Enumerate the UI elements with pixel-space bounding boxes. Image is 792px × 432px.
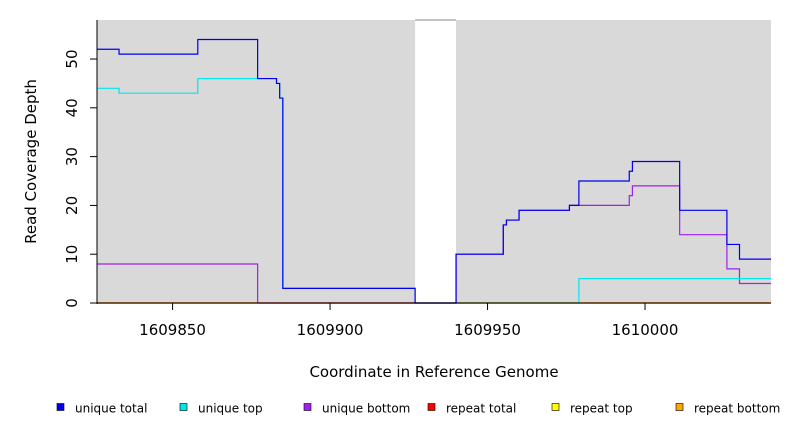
legend-label: repeat total: [446, 402, 516, 416]
y-tick-label: 0: [63, 298, 81, 308]
legend-swatch-unique-top: [179, 403, 188, 411]
legend-swatch-unique-bottom: [303, 403, 312, 411]
legend-label: unique top: [198, 402, 263, 416]
shaded-regions: [97, 19, 771, 303]
y-axis-title: Read Coverage Depth: [22, 79, 40, 244]
y-tick-label: 40: [63, 98, 81, 117]
y-tick-label: 30: [63, 147, 81, 166]
legend-label: repeat bottom: [694, 402, 780, 416]
x-axis-title: Coordinate in Reference Genome: [309, 363, 558, 381]
legend-swatch-repeat-bottom: [675, 403, 684, 411]
series-line-unique-total: [97, 38, 771, 304]
shaded-region-1: [97, 20, 416, 303]
legend-label: repeat top: [570, 402, 633, 416]
axes: 0 10 20 30 40 50 1609850 1609900 1609950 1610000: [63, 20, 771, 339]
legend: unique total unique top unique bottom repea…: [56, 402, 780, 416]
x-tick-label: 1610000: [612, 321, 679, 339]
y-tick-label: 10: [63, 245, 81, 264]
shaded-region-2: [456, 20, 771, 303]
legend-label: unique total: [75, 402, 147, 416]
x-tick-label: 1609850: [139, 321, 206, 339]
y-tick-label: 20: [63, 196, 81, 215]
y-tick-label: 50: [63, 49, 81, 68]
legend-swatch-repeat-total: [427, 403, 436, 411]
x-tick-label: 1609950: [454, 321, 521, 339]
x-tick-label: 1609900: [297, 321, 364, 339]
legend-swatch-unique-total: [56, 403, 65, 411]
legend-swatch-repeat-top: [551, 403, 560, 411]
legend-label: unique bottom: [322, 402, 410, 416]
